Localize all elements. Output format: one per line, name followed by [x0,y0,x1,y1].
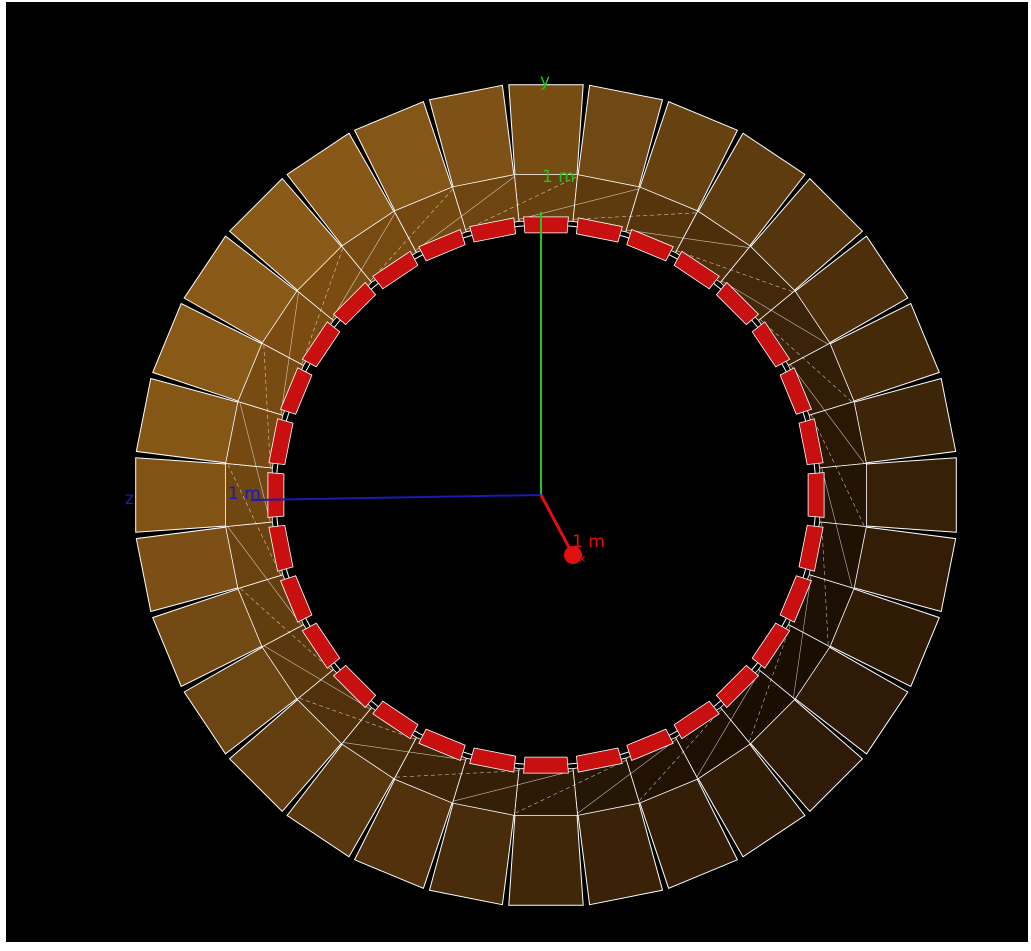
inner-segment [372,250,419,290]
outer-module [135,457,230,533]
inner-segment [673,700,720,740]
wire-line [415,176,515,251]
inner-segment [779,575,813,623]
middle-facet [513,768,579,816]
axes-group: y 1 m z 1 m 1 m x [125,71,605,565]
inner-segment [798,418,824,466]
inner-segment [798,524,824,572]
inner-segment [267,472,285,518]
inner-tracker-ring [267,216,825,774]
middle-facet [819,462,867,528]
wire-line [793,575,812,699]
wire-line [263,645,371,710]
x-axis-name: x [579,552,586,565]
y-axis-length-label: 1 m [542,167,575,187]
inner-segment [626,728,674,762]
wireframe-lines [227,176,865,814]
wire-line [696,670,761,778]
inner-segment [779,367,813,415]
inner-segment [301,622,341,669]
wire-line [721,280,829,345]
inner-segment [626,228,674,262]
inner-segment [279,575,313,623]
x-axis-line [539,494,574,554]
detector-scene: y 1 m z 1 m 1 m x [125,71,957,906]
x-axis-length-label: 1 m [572,532,605,552]
inner-segment [268,418,294,466]
wire-line [518,188,639,220]
inner-segment [575,217,623,243]
wire-line [577,739,677,814]
wire-line [821,467,853,588]
inner-segment [751,321,791,368]
inner-segment [332,664,377,709]
z-axis-name: z [125,489,134,509]
outer-calorimeter-ring [135,84,957,906]
inner-segment [268,524,294,572]
wire-line [331,212,396,320]
inner-segment [523,756,569,774]
outer-module [508,811,584,906]
wire-line [626,229,750,248]
wire-line [227,526,302,626]
outer-module [862,457,957,533]
inner-segment [673,250,720,290]
sphere-icon [564,546,582,564]
3d-viewer-canvas[interactable]: y 1 m z 1 m 1 m x [6,2,1028,942]
z-axis-line [250,494,542,501]
middle-detector-ring [225,174,867,816]
inner-segment [575,747,623,773]
inner-segment [301,321,341,368]
inner-segment [751,622,791,669]
wire-line [453,770,574,802]
wire-line [790,364,865,464]
outer-module [508,84,584,179]
inner-segment [372,700,419,740]
inner-segment [469,747,517,773]
inner-segment [279,367,313,415]
inner-segment [715,281,760,326]
inner-segment [418,728,466,762]
wire-line [239,402,271,523]
inner-segment [418,228,466,262]
wire-line [280,291,299,415]
inner-segment [715,664,760,709]
inner-segment [469,217,517,243]
inner-segment [332,281,377,326]
wire-line [342,742,466,761]
inner-segment [523,216,569,234]
z-axis-length-label: 1 m [228,484,261,504]
y-axis-name: y [540,71,550,91]
inner-segment [807,472,825,518]
